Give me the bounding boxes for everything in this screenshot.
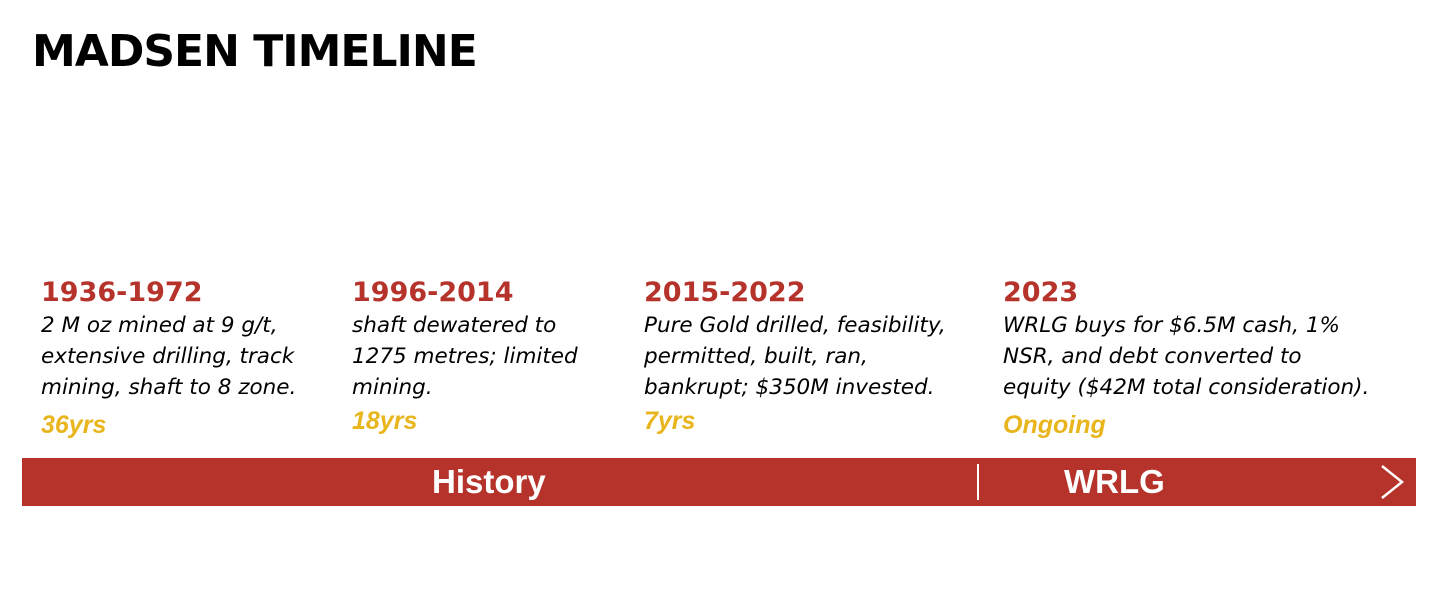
era-duration: 7yrs <box>644 407 696 435</box>
timeline-era-1996-2014: 1996-2014 shaft dewatered to 1275 metres… <box>352 276 772 437</box>
page-title: MADSEN TIMELINE <box>32 26 478 77</box>
bar-divider <box>977 464 979 500</box>
era-description: WRLG buys for $6.5M cash, 1% NSR, and de… <box>1003 313 1370 400</box>
era-duration: Ongoing <box>1003 411 1106 439</box>
timeline-era-2015-2022: 2015-2022 Pure Gold drilled, feasibility… <box>644 276 1064 437</box>
timeline-bar: History WRLG <box>22 458 1416 506</box>
era-years: 1996-2014 <box>352 277 514 308</box>
era-years: 1936-1972 <box>41 277 203 308</box>
timeline-era-1936-1972: 1936-1972 2 M oz mined at 9 g/t, extensi… <box>41 276 461 441</box>
era-years: 2015-2022 <box>644 277 806 308</box>
wrlg-label: WRLG <box>1064 463 1165 500</box>
era-years: 2023 <box>1003 277 1079 308</box>
era-description: 2 M oz mined at 9 g/t, extensive drillin… <box>41 313 297 400</box>
chevron-right-icon <box>1381 465 1405 499</box>
era-description: Pure Gold drilled, feasibility, permitte… <box>644 313 946 400</box>
era-duration: 18yrs <box>352 407 418 435</box>
era-duration: 36yrs <box>41 411 107 439</box>
history-label: History <box>432 463 546 500</box>
timeline-era-2023: 2023 WRLG buys for $6.5M cash, 1% NSR, a… <box>1003 276 1443 441</box>
era-description: shaft dewatered to 1275 metres; limited … <box>352 313 578 400</box>
